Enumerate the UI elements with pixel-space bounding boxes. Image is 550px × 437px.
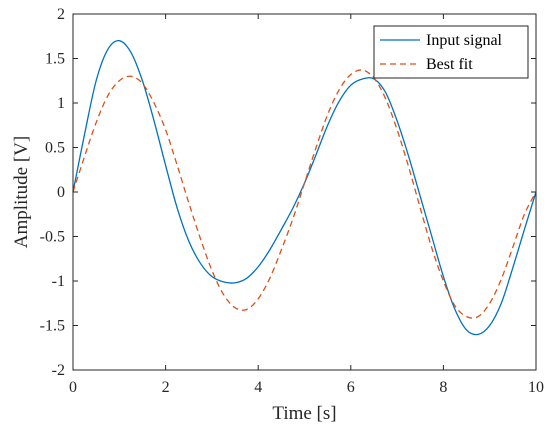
- legend-entry-best-fit: Best fit: [426, 56, 473, 73]
- x-tick-label: 10: [528, 379, 544, 396]
- ticks-layer: 0 2 4 6 8 10 -2 -1.5 -1 -0.5 0 0.5 1 1.5 2: [40, 6, 544, 396]
- x-tick-label: 0: [69, 379, 77, 396]
- y-tick-label: 2: [57, 6, 65, 23]
- y-axis-label: Amplitude [V]: [11, 136, 32, 248]
- x-axis-label: Time [s]: [272, 403, 336, 424]
- y-tick-label: -2: [52, 362, 65, 379]
- series-layer: [72, 40, 537, 336]
- legend-box: [373, 25, 529, 79]
- legend-entry-input-signal: Input signal: [426, 32, 503, 49]
- y-tick-label: -1.5: [40, 318, 65, 335]
- y-tick-label: 1.5: [45, 51, 65, 68]
- series-best-fit: [72, 69, 537, 319]
- y-tick-label: 0: [57, 184, 65, 201]
- legend: Input signal Best fit: [373, 25, 529, 79]
- y-tick-label: -0.5: [40, 229, 65, 246]
- y-tick-label: -1: [52, 273, 65, 290]
- x-tick-label: 4: [254, 379, 262, 396]
- x-tick-label: 6: [347, 379, 355, 396]
- y-tick-label: 1: [57, 95, 65, 112]
- y-tick-label: 0.5: [45, 140, 65, 157]
- x-tick-label: 2: [162, 379, 170, 396]
- x-tick-label: 8: [439, 379, 447, 396]
